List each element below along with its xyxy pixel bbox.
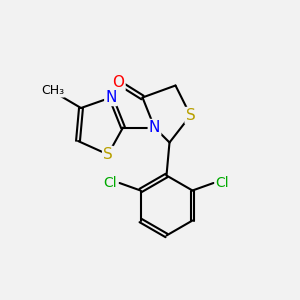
Text: S: S [103,147,113,162]
Text: Cl: Cl [104,176,117,190]
Text: Cl: Cl [216,176,229,190]
Text: O: O [112,75,124,90]
Text: N: N [105,90,117,105]
Text: CH₃: CH₃ [41,83,64,97]
Text: S: S [186,108,195,123]
Text: N: N [149,120,160,135]
